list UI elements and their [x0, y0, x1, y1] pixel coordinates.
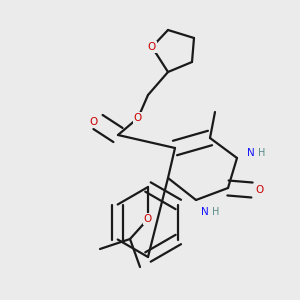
Text: N: N	[247, 148, 255, 158]
Text: O: O	[256, 185, 264, 195]
Text: N: N	[201, 207, 209, 217]
Text: O: O	[148, 42, 156, 52]
Text: H: H	[258, 148, 266, 158]
Text: O: O	[134, 113, 142, 123]
Text: O: O	[89, 117, 97, 127]
Text: O: O	[144, 214, 152, 224]
Text: H: H	[212, 207, 219, 217]
